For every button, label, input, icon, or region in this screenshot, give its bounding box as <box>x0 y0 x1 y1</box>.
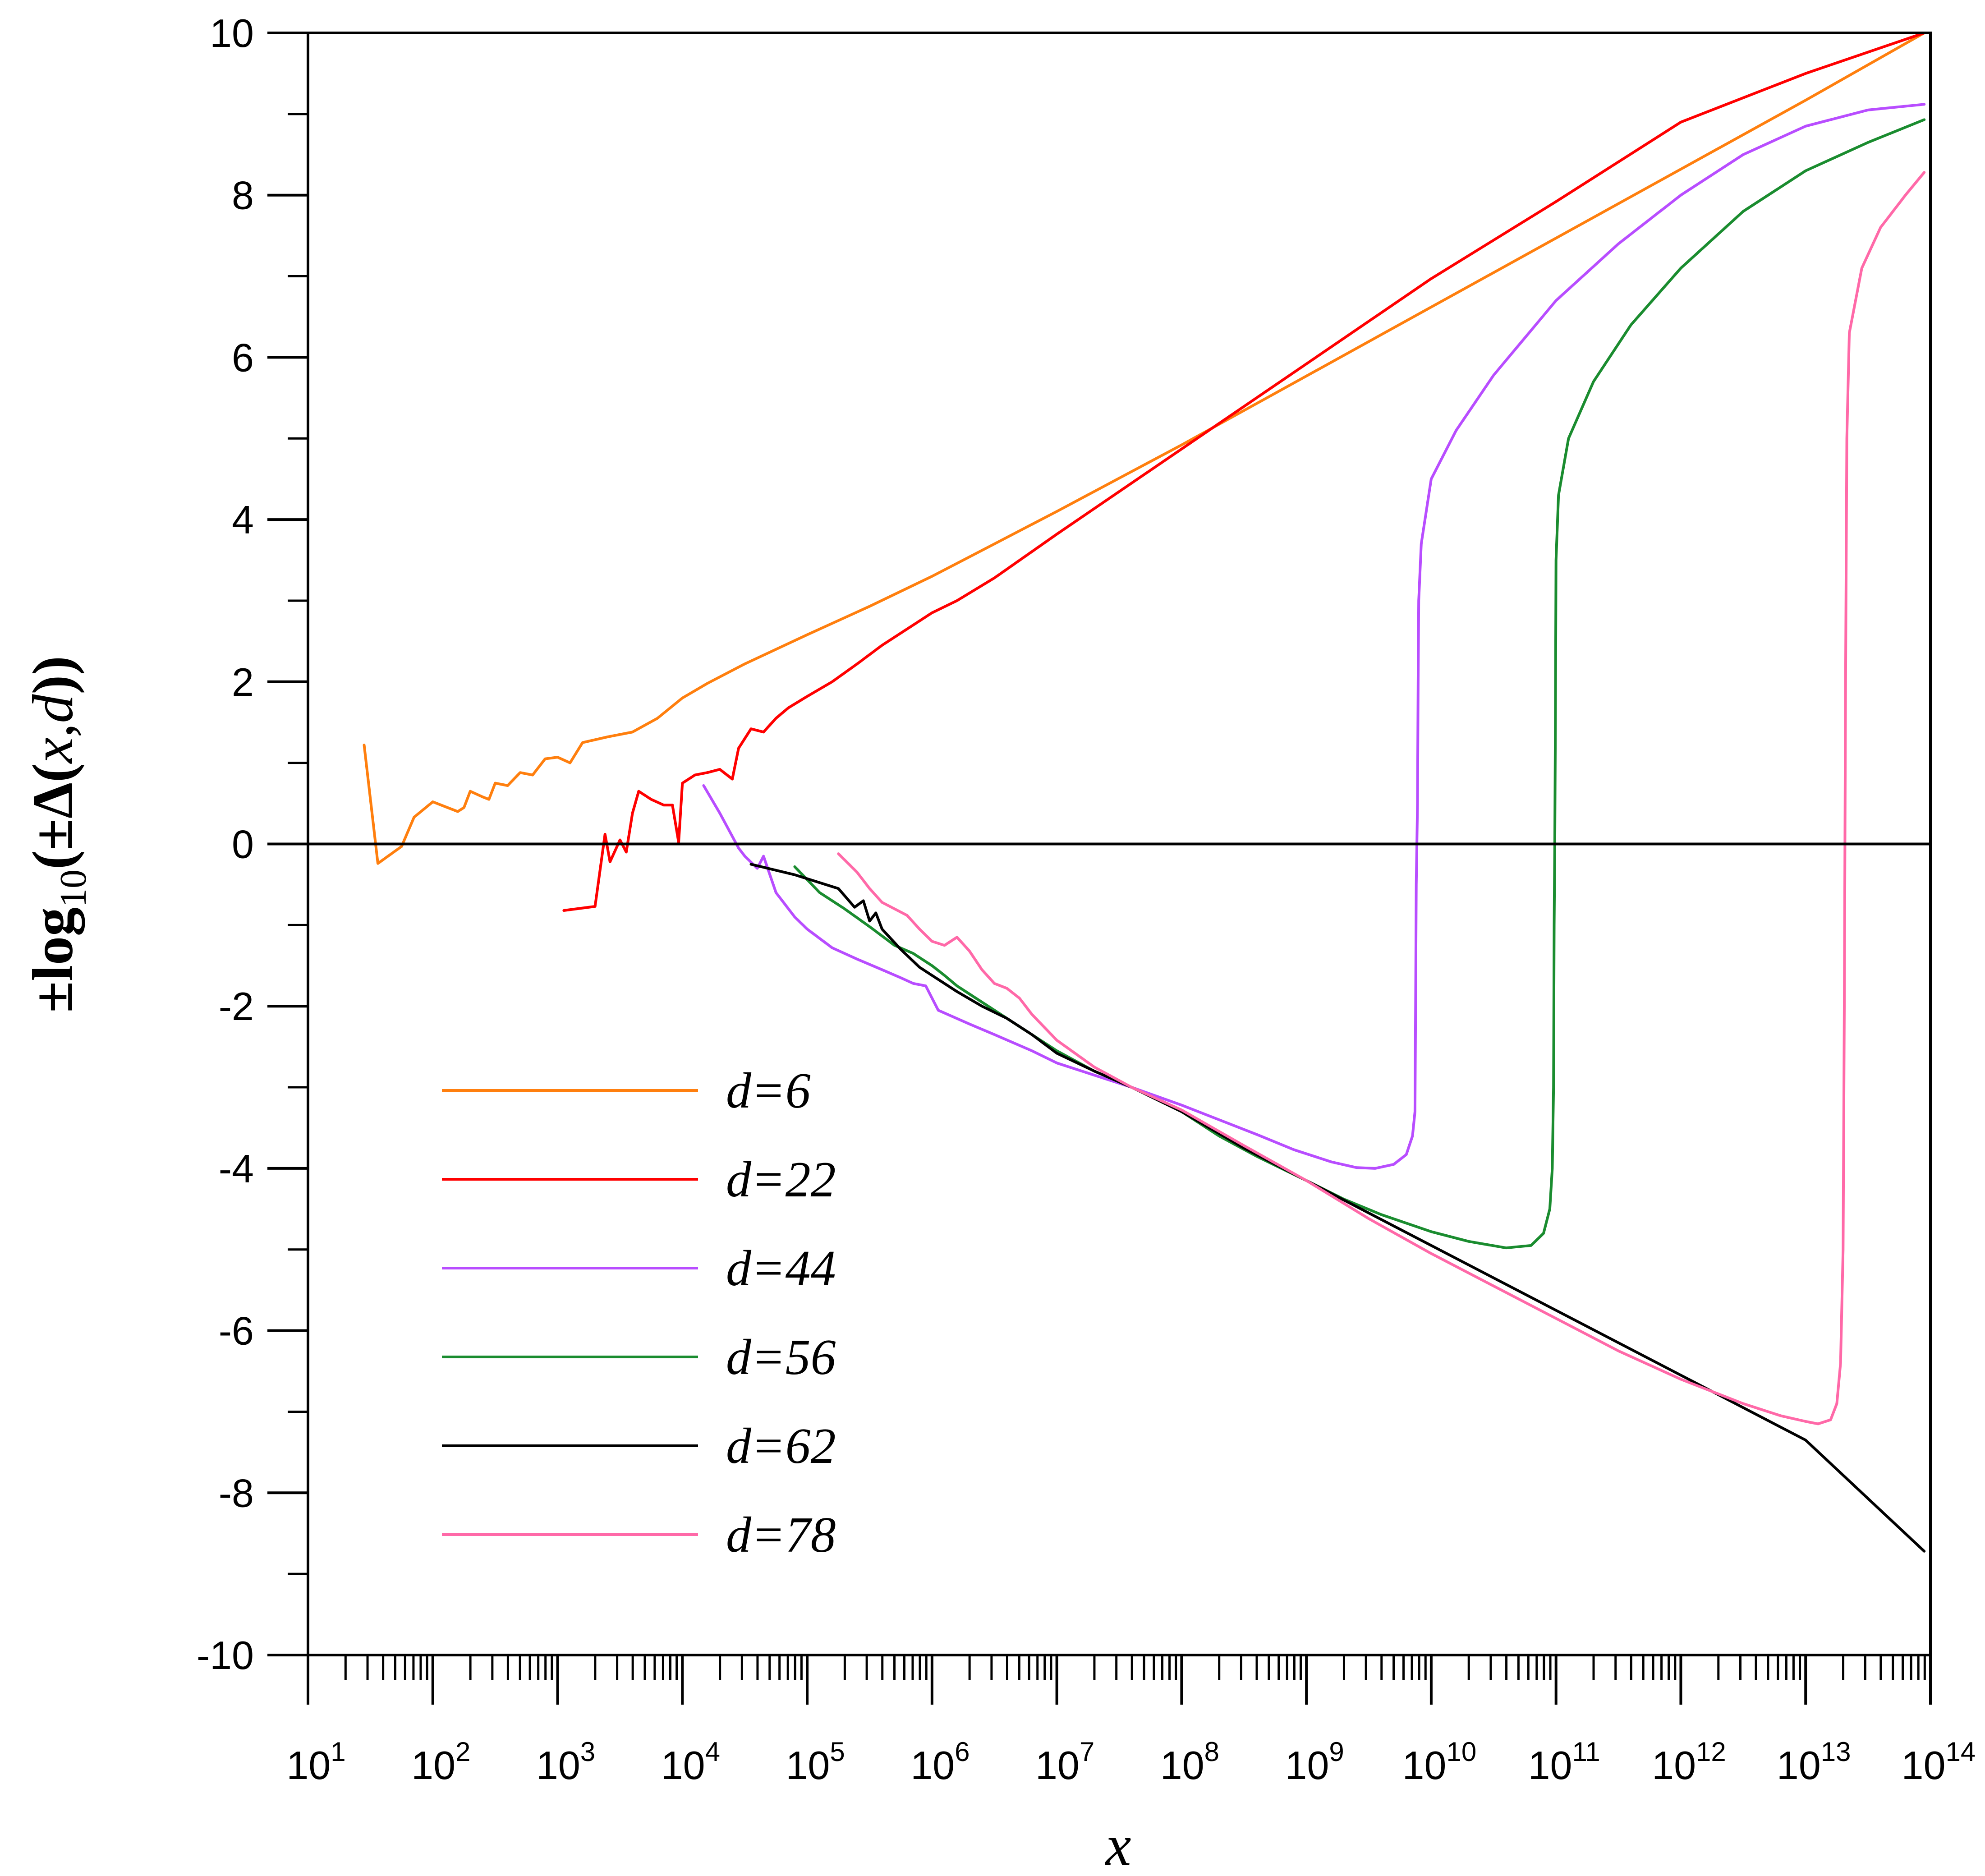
legend-label: d=6 <box>726 1063 811 1119</box>
x-tick-exponent: 9 <box>1329 1737 1344 1767</box>
series-line-d-44 <box>702 103 1926 1170</box>
y-axis-title-close: )) <box>21 656 85 694</box>
x-tick-label: 106 <box>910 1737 970 1788</box>
x-tick-exponent: 6 <box>955 1737 970 1767</box>
y-tick-label: 6 <box>232 335 254 380</box>
y-tick-label: -8 <box>219 1471 254 1515</box>
x-tick-label: 109 <box>1285 1737 1344 1788</box>
x-tick-base: 10 <box>1402 1743 1447 1788</box>
legend-label: d=44 <box>726 1241 836 1297</box>
y-tick-label: -4 <box>219 1146 254 1191</box>
x-tick-label: 1010 <box>1402 1737 1477 1788</box>
x-tick-label: 1011 <box>1528 1737 1600 1788</box>
x-tick-base: 10 <box>286 1743 331 1788</box>
x-tick-base: 10 <box>661 1743 705 1788</box>
x-tick-label: 101 <box>286 1737 345 1788</box>
x-tick-base: 10 <box>1160 1743 1204 1788</box>
x-tick-exponent: 12 <box>1696 1737 1726 1767</box>
y-tick-label: 4 <box>232 497 254 542</box>
legend-label: d=56 <box>726 1329 836 1385</box>
series-line-d-78 <box>837 171 1926 1425</box>
legend-label: d=62 <box>726 1418 836 1474</box>
x-tick-label: 1012 <box>1652 1737 1726 1788</box>
y-axis-title-prefix: ±log <box>21 907 85 1013</box>
series-line-d-6 <box>363 32 1926 865</box>
series-line-d-22 <box>562 32 1926 912</box>
x-tick-exponent: 3 <box>580 1737 595 1767</box>
y-tick-label: 0 <box>232 822 254 867</box>
legend-label: d=22 <box>726 1152 836 1208</box>
x-tick-exponent: 14 <box>1946 1737 1976 1767</box>
x-tick-exponent: 13 <box>1821 1737 1851 1767</box>
x-tick-exponent: 11 <box>1572 1737 1600 1767</box>
x-tick-exponent: 10 <box>1446 1737 1476 1767</box>
y-axis-title-x: x <box>21 737 85 764</box>
y-axis-title-comma: , <box>21 723 85 737</box>
x-tick-base: 10 <box>1652 1743 1696 1788</box>
x-tick-label: 104 <box>661 1737 720 1788</box>
x-tick-base: 10 <box>1285 1743 1329 1788</box>
x-tick-label: 103 <box>536 1737 595 1788</box>
x-tick-base: 10 <box>1035 1743 1080 1788</box>
y-axis-title-sub: 10 <box>52 869 94 907</box>
series-line-d-56 <box>793 118 1926 1250</box>
x-tick-base: 10 <box>910 1743 955 1788</box>
x-tick-exponent: 2 <box>455 1737 470 1767</box>
x-tick-base: 10 <box>1902 1743 1946 1788</box>
x-tick-base: 10 <box>536 1743 580 1788</box>
legend-label: d=78 <box>726 1507 836 1563</box>
y-tick-label: -10 <box>197 1633 254 1678</box>
y-tick-label: 10 <box>210 11 254 55</box>
series-line-d-62 <box>749 863 1926 1553</box>
y-axis-title-open: (±Δ( <box>21 763 85 869</box>
y-axis-title-d: d <box>21 694 85 723</box>
x-tick-label: 1014 <box>1902 1737 1976 1788</box>
y-axis-title: ±log10(±Δ(x,d)) <box>21 656 94 1013</box>
x-tick-label: 105 <box>786 1737 845 1788</box>
y-tick-label: 8 <box>232 173 254 218</box>
y-tick-label: -6 <box>219 1309 254 1353</box>
x-tick-exponent: 4 <box>705 1737 720 1767</box>
y-tick-label: -2 <box>219 984 254 1029</box>
x-tick-base: 10 <box>1528 1743 1572 1788</box>
x-axis-title: x <box>1105 1813 1131 1876</box>
x-tick-label: 107 <box>1035 1737 1094 1788</box>
x-tick-label: 108 <box>1160 1737 1219 1788</box>
y-tick-label: 2 <box>232 660 254 704</box>
x-tick-base: 10 <box>1777 1743 1821 1788</box>
x-tick-exponent: 1 <box>331 1737 345 1767</box>
x-tick-exponent: 7 <box>1080 1737 1094 1767</box>
x-tick-label: 102 <box>411 1737 470 1788</box>
x-tick-base: 10 <box>786 1743 830 1788</box>
x-tick-label: 1013 <box>1777 1737 1851 1788</box>
x-tick-base: 10 <box>411 1743 455 1788</box>
x-tick-exponent: 5 <box>830 1737 845 1767</box>
x-tick-exponent: 8 <box>1204 1737 1219 1767</box>
